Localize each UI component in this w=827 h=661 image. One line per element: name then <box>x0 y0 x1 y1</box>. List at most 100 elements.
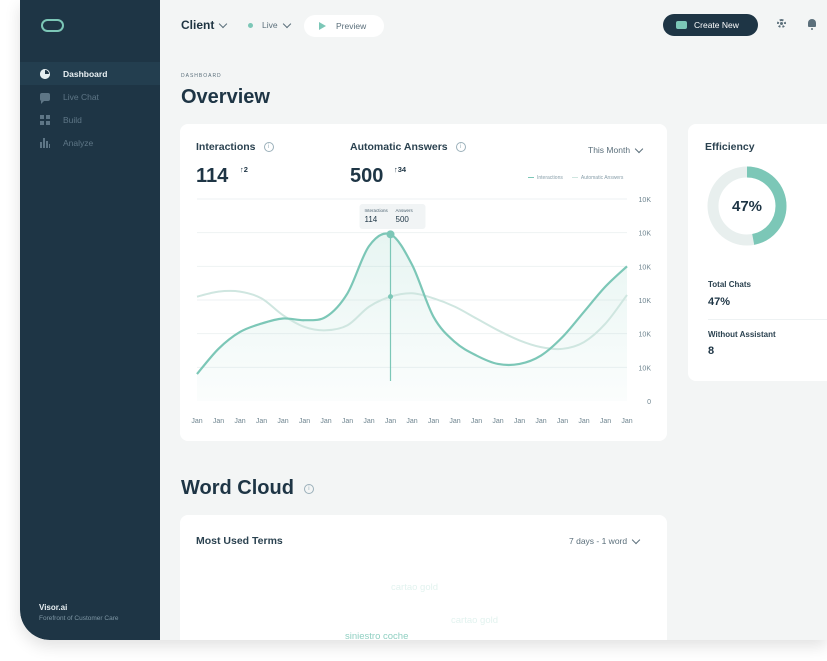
interactions-line <box>196 232 628 375</box>
legend-interactions: Interactions <box>528 175 563 181</box>
status-selector[interactable]: Live <box>248 19 291 30</box>
x-tick-label: Jan <box>299 418 310 425</box>
grid-icon <box>40 114 50 125</box>
app-window: Dashboard Live Chat Build Analyze Visor.… <box>20 0 827 640</box>
tooltip-label: Answers <box>396 208 414 213</box>
sidebar-nav: Dashboard Live Chat Build Analyze <box>20 62 160 154</box>
word-cloud-term[interactable]: cartao gold <box>451 615 499 626</box>
x-tick-label: Jan <box>492 418 503 425</box>
x-tick-label: Jan <box>557 418 568 425</box>
page-title: Overview <box>181 86 270 108</box>
tooltip-value: 114 <box>365 215 378 224</box>
x-tick-label: Jan <box>191 418 202 425</box>
x-tick-label: Jan <box>428 418 439 425</box>
period-label: This Month <box>588 145 631 155</box>
interactions-delta: ↑2 <box>240 165 248 174</box>
preview-button[interactable]: Preview <box>304 15 384 37</box>
x-tick-label: Jan <box>471 418 482 425</box>
y-tick-label: 10K <box>639 332 652 339</box>
info-icon[interactable]: i <box>263 142 274 152</box>
period-dropdown[interactable]: This Month <box>588 144 644 155</box>
x-tick-label: Jan <box>514 418 525 425</box>
automatic-answers-label: Automatic Answers i <box>350 141 466 153</box>
range-dropdown[interactable]: 7 days - 1 word <box>569 535 641 546</box>
bell-icon[interactable] <box>808 19 816 30</box>
interactions-value: 114 <box>196 165 229 187</box>
sidebar-item-label: Live Chat <box>63 91 99 102</box>
gear-icon[interactable] <box>777 19 786 28</box>
client-label: Client <box>181 18 215 32</box>
automatic-answers-line <box>196 289 628 351</box>
efficiency-donut <box>707 166 787 246</box>
automatic-answers-delta: ↑34 <box>394 165 407 174</box>
without-assistant-value: 8 <box>708 345 715 357</box>
x-tick-label: Jan <box>535 418 546 425</box>
word-cloud-title: Word Cloud <box>181 477 294 499</box>
chevron-down-icon <box>219 19 228 28</box>
sidebar-item-live-chat[interactable]: Live Chat <box>20 85 160 108</box>
automatic-answers-label-text: Automatic Answers <box>350 141 448 153</box>
automatic-answers-value: 500 <box>350 165 384 187</box>
interactions-point[interactable] <box>386 230 395 239</box>
create-new-label: Create New <box>694 20 739 30</box>
y-tick-label: 10K <box>639 365 652 372</box>
x-tick-label: Jan <box>342 418 353 425</box>
status-dot-icon <box>248 22 253 28</box>
y-tick-label: 10K <box>639 264 652 271</box>
sidebar-item-dashboard[interactable]: Dashboard <box>20 62 160 85</box>
chart-tooltip <box>359 204 426 229</box>
x-tick-label: Jan <box>234 418 245 425</box>
info-icon[interactable]: i <box>303 483 314 494</box>
client-selector[interactable]: Client <box>181 18 228 32</box>
bar-chart-icon <box>40 137 50 148</box>
efficiency-card: Efficiency 47% Total Chats 47% Without A… <box>688 124 827 381</box>
status-label: Live <box>262 20 278 30</box>
total-chats-value: 47% <box>708 296 731 308</box>
x-tick-label: Jan <box>256 418 267 425</box>
chevron-down-icon <box>282 19 291 28</box>
x-tick-label: Jan <box>621 418 632 425</box>
word-cloud-heading: Word Cloud i <box>181 477 314 500</box>
x-tick-label: Jan <box>578 418 589 425</box>
chat-icon <box>40 92 50 104</box>
divider <box>708 319 827 320</box>
logo-icon[interactable] <box>41 19 64 32</box>
word-cloud-term[interactable]: siniestro coche <box>345 631 409 640</box>
x-tick-label: Jan <box>600 418 611 425</box>
pie-chart-icon <box>40 68 50 79</box>
tooltip-value: 500 <box>396 215 410 224</box>
chevron-down-icon <box>631 535 641 544</box>
brand-tagline: Forefront of Customer Care <box>39 615 119 622</box>
preview-label: Preview <box>336 21 367 31</box>
sidebar-item-label: Analyze <box>63 137 94 148</box>
brand-name: Visor.ai <box>39 603 68 612</box>
x-tick-label: Jan <box>213 418 224 425</box>
sidebar-item-analyze[interactable]: Analyze <box>20 131 160 154</box>
sidebar: Dashboard Live Chat Build Analyze Visor.… <box>20 0 160 640</box>
chart-legend: Interactions Automatic Answers <box>528 175 623 181</box>
word-cloud-term[interactable]: cartao gold <box>391 582 439 593</box>
legend-automatic-answers: Automatic Answers <box>572 175 624 181</box>
most-used-terms-title: Most Used Terms <box>196 535 283 547</box>
sidebar-item-label: Build <box>63 114 82 125</box>
x-tick-label: Jan <box>320 418 331 425</box>
without-assistant-label: Without Assistant <box>708 330 776 339</box>
word-cloud-card: Most Used Terms 7 days - 1 word cartao g… <box>180 515 667 640</box>
interactions-area <box>197 233 627 401</box>
y-tick-label: 10K <box>639 298 652 305</box>
play-icon <box>319 22 326 30</box>
x-tick-label: Jan <box>363 418 374 425</box>
y-tick-label: 0 <box>647 399 651 406</box>
sidebar-item-label: Dashboard <box>63 68 108 79</box>
sidebar-item-build[interactable]: Build <box>20 108 160 131</box>
x-tick-label: Jan <box>385 418 396 425</box>
x-tick-label: Jan <box>277 418 288 425</box>
total-chats-label: Total Chats <box>708 280 751 289</box>
range-label: 7 days - 1 word <box>569 536 628 546</box>
create-new-button[interactable]: Create New <box>663 14 758 36</box>
y-tick-label: 10K <box>639 231 652 238</box>
info-icon[interactable]: i <box>455 142 466 152</box>
efficiency-title: Efficiency <box>705 141 755 153</box>
answers-point[interactable] <box>388 294 393 300</box>
interactions-label-text: Interactions <box>196 141 256 153</box>
